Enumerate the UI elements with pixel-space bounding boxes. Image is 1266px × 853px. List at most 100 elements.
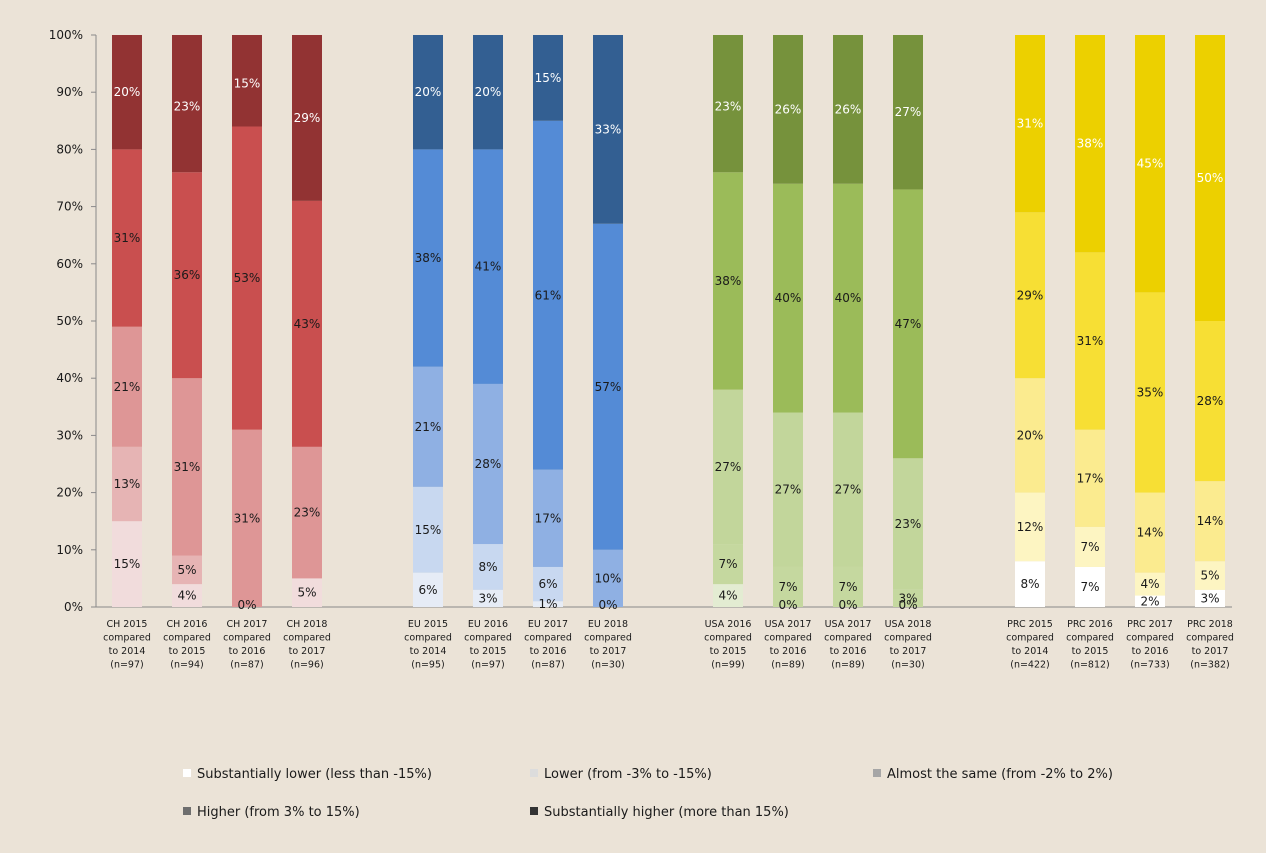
bar-segment: [773, 566, 803, 607]
bar-segment: [1195, 481, 1225, 562]
bar-segment: [232, 429, 262, 607]
data-label: 38%: [415, 251, 442, 265]
category-label: EU 2015: [408, 619, 448, 630]
data-label: 7%: [1080, 540, 1099, 554]
bar-segment: [413, 572, 443, 607]
legend-label: Substantially higher (more than 15%): [544, 805, 789, 820]
category-label: to 2017: [289, 646, 326, 657]
bar-segment: [1195, 589, 1225, 607]
category-label: CH 2016: [167, 619, 208, 630]
data-label: 7%: [838, 580, 857, 594]
bar-segment: [292, 200, 322, 447]
bar-segment: [473, 544, 503, 590]
bar-segment: [773, 35, 803, 184]
y-tick-label: 60%: [56, 257, 83, 271]
data-label: 7%: [1080, 580, 1099, 594]
category-label: PRC 2017: [1127, 619, 1173, 630]
bar-segment: [533, 469, 563, 567]
data-label: 28%: [1197, 394, 1224, 408]
data-label: 2%: [1140, 594, 1159, 608]
data-label: 36%: [174, 268, 201, 282]
data-label: 6%: [418, 583, 437, 597]
data-label: 14%: [1197, 514, 1224, 528]
bar-segment: [172, 172, 202, 379]
category-label: USA 2017: [765, 619, 812, 630]
data-label: 27%: [835, 483, 862, 497]
data-label: 1%: [538, 597, 557, 611]
data-label: 0%: [237, 598, 256, 612]
bar-segment: [112, 446, 142, 522]
category-label: (n=812): [1070, 660, 1110, 671]
y-tick-label: 20%: [56, 486, 83, 500]
bar-segment: [893, 35, 923, 190]
data-label: 47%: [895, 317, 922, 331]
y-tick-label: 100%: [49, 28, 83, 42]
bar-segment: [112, 149, 142, 327]
bar-segment: [413, 35, 443, 150]
bar-segment: [713, 584, 743, 607]
data-label: 0%: [898, 598, 917, 612]
category-label: compared: [764, 633, 812, 644]
bar-segment: [1075, 429, 1105, 527]
bar-segment: [1015, 492, 1045, 562]
bar-segment: [713, 389, 743, 545]
data-label: 7%: [718, 557, 737, 571]
data-label: 15%: [415, 523, 442, 537]
category-label: compared: [1126, 633, 1174, 644]
category-label: (n=97): [471, 660, 504, 671]
bar-segment: [473, 149, 503, 384]
y-tick-label: 80%: [56, 142, 83, 156]
data-label: 15%: [234, 77, 261, 91]
y-tick-label: 0%: [64, 600, 83, 614]
category-label: (n=87): [230, 660, 263, 671]
bar-segment: [713, 35, 743, 173]
data-label: 33%: [595, 122, 622, 136]
bar-segment: [773, 412, 803, 567]
data-label: 14%: [1137, 526, 1164, 540]
category-label: EU 2016: [468, 619, 508, 630]
category-label: to 2015: [1072, 646, 1109, 657]
category-label: (n=30): [591, 660, 624, 671]
data-label: 23%: [174, 100, 201, 114]
bar-segment: [1075, 526, 1105, 567]
bar-segment: [893, 189, 923, 459]
y-tick-label: 10%: [56, 543, 83, 557]
bar-segment: [593, 35, 623, 224]
bar-segment: [473, 35, 503, 150]
category-label: compared: [1066, 633, 1114, 644]
bar-segment: [773, 183, 803, 413]
data-label: 0%: [598, 598, 617, 612]
bar-segment: [833, 566, 863, 607]
legend-label: Almost the same (from -2% to 2%): [887, 767, 1113, 782]
bar-segment: [172, 35, 202, 173]
data-label: 7%: [778, 580, 797, 594]
category-label: (n=99): [711, 660, 744, 671]
data-label: 31%: [114, 231, 141, 245]
bar-segment: [893, 589, 923, 607]
category-label: (n=94): [170, 660, 203, 671]
y-axis: 0% 10% 20% 30% 40% 50% 60% 70% 80% 90% 100%: [49, 28, 1232, 614]
bar-segment: [1135, 35, 1165, 293]
data-label: 8%: [1020, 577, 1039, 591]
category-label: USA 2018: [885, 619, 932, 630]
bars: 15% 13% 21% 31% 20% 4% 5% 31% 36% 23% 0% 31% 53% 15% 5…: [112, 35, 1225, 612]
category-label: (n=382): [1190, 660, 1230, 671]
data-label: 29%: [294, 111, 321, 125]
y-tick-label: 40%: [56, 371, 83, 385]
legend-label: Substantially lower (less than -15%): [197, 767, 432, 782]
y-tick-label: 90%: [56, 85, 83, 99]
bar-segment: [473, 383, 503, 545]
category-label: to 2014: [1012, 646, 1049, 657]
category-label: compared: [1006, 633, 1054, 644]
bar-segment: [1135, 492, 1165, 573]
bar-segment: [292, 446, 322, 579]
data-label: 61%: [535, 288, 562, 302]
category-label: (n=422): [1010, 660, 1050, 671]
bar-segment: [232, 35, 262, 127]
data-label: 23%: [294, 506, 321, 520]
data-label: 40%: [775, 291, 802, 305]
data-label: 38%: [715, 274, 742, 288]
bar-segment: [1195, 321, 1225, 482]
data-label: 10%: [595, 571, 622, 585]
category-label: compared: [524, 633, 572, 644]
